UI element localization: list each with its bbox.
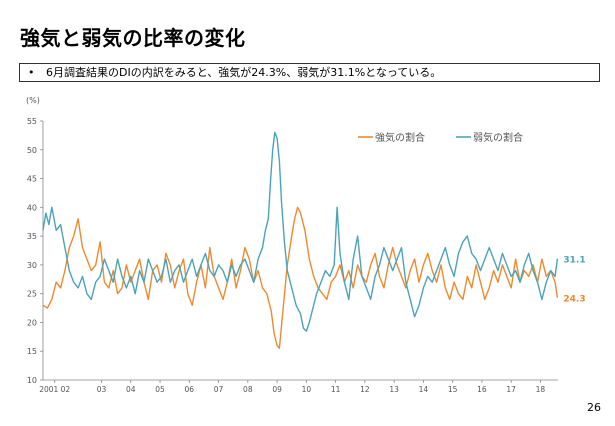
y-tick-label: 20 [27,318,37,327]
y-unit-label: (%) [26,96,40,105]
series-line-2 [42,131,559,332]
x-tick-label: 04 [126,385,136,394]
series-end-label-1: 24.3 [563,295,585,305]
series-end-label-2: 31.1 [563,256,585,266]
x-tick-label: 18 [536,385,546,394]
x-tick-label: 16 [477,385,487,394]
y-tick-label: 15 [27,347,37,356]
y-tick-label: 30 [27,261,37,270]
x-tick-label: 2001 02 [39,385,70,394]
x-tick-label: 12 [360,385,370,394]
x-tick-label: 14 [419,385,429,394]
x-tick-label: 15 [448,385,458,394]
y-tick-label: 35 [27,232,37,241]
bullet-mark: • [28,66,35,79]
x-tick-label: 07 [214,385,224,394]
x-tick-label: 09 [272,385,282,394]
slide-title: 強気と弱気の比率の変化 [20,26,246,50]
y-tick-label: 50 [27,146,37,155]
legend-label-1: 強気の割合 [375,131,425,144]
y-tick-label: 10 [27,376,37,385]
x-tick-label: 05 [155,385,165,394]
y-tick-label: 55 [27,117,37,126]
summary-box: • 6月調査結果のDIの内訳をみると、強気が24.3%、弱気が31.1%となってい… [19,63,600,82]
series-line-1 [42,206,559,349]
x-tick-label: 13 [389,385,399,394]
x-tick-label: 17 [506,385,516,394]
x-tick-label: 10 [302,385,312,394]
y-tick-label: 40 [27,203,37,212]
y-tick-label: 45 [27,175,37,184]
x-tick-label: 11 [331,385,341,394]
page-number: 26 [587,401,601,414]
y-tick-label: 25 [27,290,37,299]
x-tick-label: 08 [243,385,253,394]
x-tick-label: 06 [185,385,195,394]
legend-label-2: 弱気の割合 [473,131,523,144]
x-tick-label: 03 [97,385,107,394]
summary-text: 6月調査結果のDIの内訳をみると、強気が24.3%、弱気が31.1%となっている… [46,66,442,79]
